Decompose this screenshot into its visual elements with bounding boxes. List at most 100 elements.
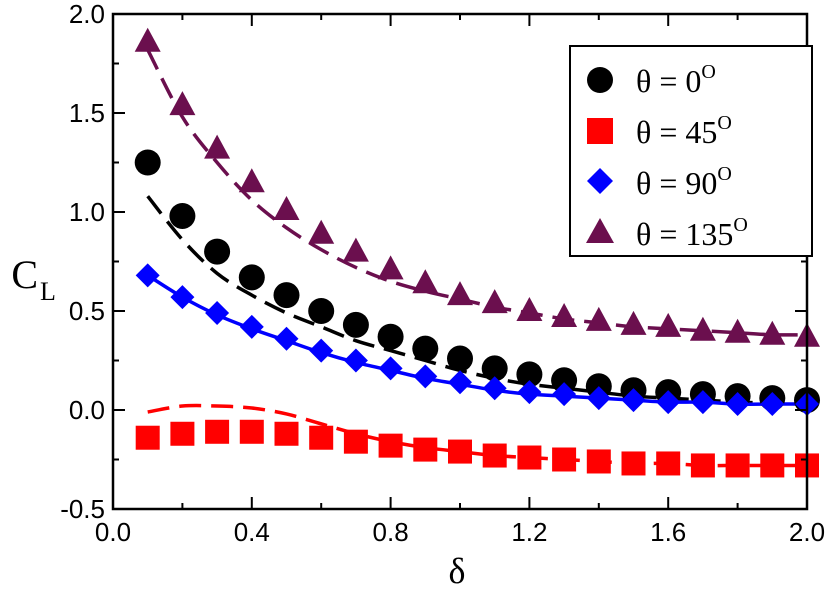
data-point-series-2 [725,392,750,417]
data-point-series-2 [552,382,577,407]
data-markers [134,27,820,478]
data-point-series-1 [656,451,681,476]
data-point-series-3 [516,297,543,321]
data-point-series-1 [586,449,611,474]
x-tick-label: 0.4 [234,517,270,547]
data-point-series-3 [134,27,161,52]
data-point-series-2 [343,348,368,373]
legend-entry-theta-45: θ = 45O [587,112,732,150]
data-point-series-1 [725,453,750,478]
data-point-series-0 [342,311,369,338]
data-point-series-3 [377,255,404,280]
data-point-series-3 [204,134,231,159]
data-point-series-1 [621,451,646,476]
legend-label-theta-90: θ = 90O [636,163,732,201]
legend-marker-square [587,118,613,144]
data-point-series-1 [274,421,299,446]
data-point-series-1 [552,447,577,472]
data-point-series-3 [724,318,751,343]
data-point-series-3 [308,219,335,244]
data-point-series-2 [378,356,403,381]
data-point-series-0 [481,355,508,382]
data-point-series-2 [413,364,438,389]
legend-label-theta-135: θ = 135O [636,214,748,252]
x-axis-title: δ [449,551,466,589]
x-tick-label: 1.2 [511,517,547,547]
y-tick-label: -0.5 [60,494,105,524]
data-point-series-3 [620,310,647,335]
data-point-series-0 [447,345,473,372]
y-axis-title: C L [11,252,56,306]
data-point-series-2 [656,390,681,415]
data-point-series-3 [342,237,369,262]
data-point-series-3 [412,269,439,294]
data-point-series-3 [169,91,196,116]
data-point-series-1 [413,437,438,462]
data-point-series-2 [517,380,542,405]
data-point-series-0 [308,298,335,324]
data-point-series-3 [481,289,508,314]
data-point-series-2 [690,390,715,415]
data-point-series-2 [274,326,299,351]
data-point-series-1 [205,419,230,444]
y-tick-label: 2.0 [69,0,105,29]
data-point-series-2 [135,263,160,288]
y-tick-label: 0.0 [69,395,105,425]
data-point-series-3 [689,316,716,341]
data-point-series-3 [273,196,300,221]
data-point-series-2 [621,388,646,413]
legend: θ = 0O θ = 45O θ = 90O θ = 135O [569,45,813,257]
data-point-series-2 [586,386,611,411]
data-point-series-1 [309,425,334,450]
x-tick-label: 1.6 [650,517,686,547]
data-point-series-0 [273,282,300,309]
data-point-series-0 [238,264,265,291]
y-axis-title-sub: L [40,277,56,306]
data-point-series-2 [239,314,264,339]
data-point-series-1 [760,453,785,478]
data-point-series-0 [134,149,161,176]
data-point-series-2 [309,338,334,363]
x-tick-label: 0.0 [95,517,131,547]
axis-ticks: 0.0 0.4 0.8 1.2 1.6 2.0-0.50.00.51.01.52.0 [60,0,825,547]
data-point-series-3 [551,302,578,327]
legend-entry-theta-0: θ = 0O [587,61,716,99]
data-point-series-0 [169,202,196,229]
y-tick-label: 1.0 [69,197,105,227]
data-point-series-0 [412,335,439,362]
data-point-series-0 [551,367,578,394]
data-point-series-1 [517,445,542,470]
data-point-series-1 [690,453,715,478]
legend-marker-triangle [586,218,614,243]
data-point-series-2 [482,376,507,401]
legend-entry-theta-135: θ = 135O [586,214,748,252]
legend-entry-theta-90: θ = 90O [587,163,732,201]
legend-label-theta-45: θ = 45O [636,112,732,150]
data-point-series-2 [760,392,785,417]
data-point-series-1 [378,433,403,458]
data-point-series-1 [239,419,264,444]
data-point-series-2 [170,285,195,310]
data-point-series-0 [204,238,231,265]
x-tick-label: 2.0 [789,517,825,547]
data-point-series-1 [343,429,368,454]
data-point-series-3 [447,281,473,306]
legend-label-theta-0: θ = 0O [636,61,716,99]
data-point-series-3 [759,320,786,345]
data-point-series-2 [448,370,472,395]
data-point-series-1 [170,421,195,446]
data-point-series-0 [377,323,404,350]
data-point-series-1 [448,439,472,464]
data-point-series-1 [482,443,507,468]
data-point-series-0 [516,361,543,388]
y-axis-title-main: C [11,252,38,297]
legend-marker-diamond [587,168,613,194]
data-point-series-2 [205,300,230,325]
data-point-series-1 [135,425,160,450]
data-point-series-3 [238,168,265,193]
y-tick-label: 1.5 [69,98,105,128]
legend-marker-circle [587,67,613,93]
x-tick-label: 0.8 [373,517,409,547]
y-tick-label: 0.5 [69,296,105,326]
